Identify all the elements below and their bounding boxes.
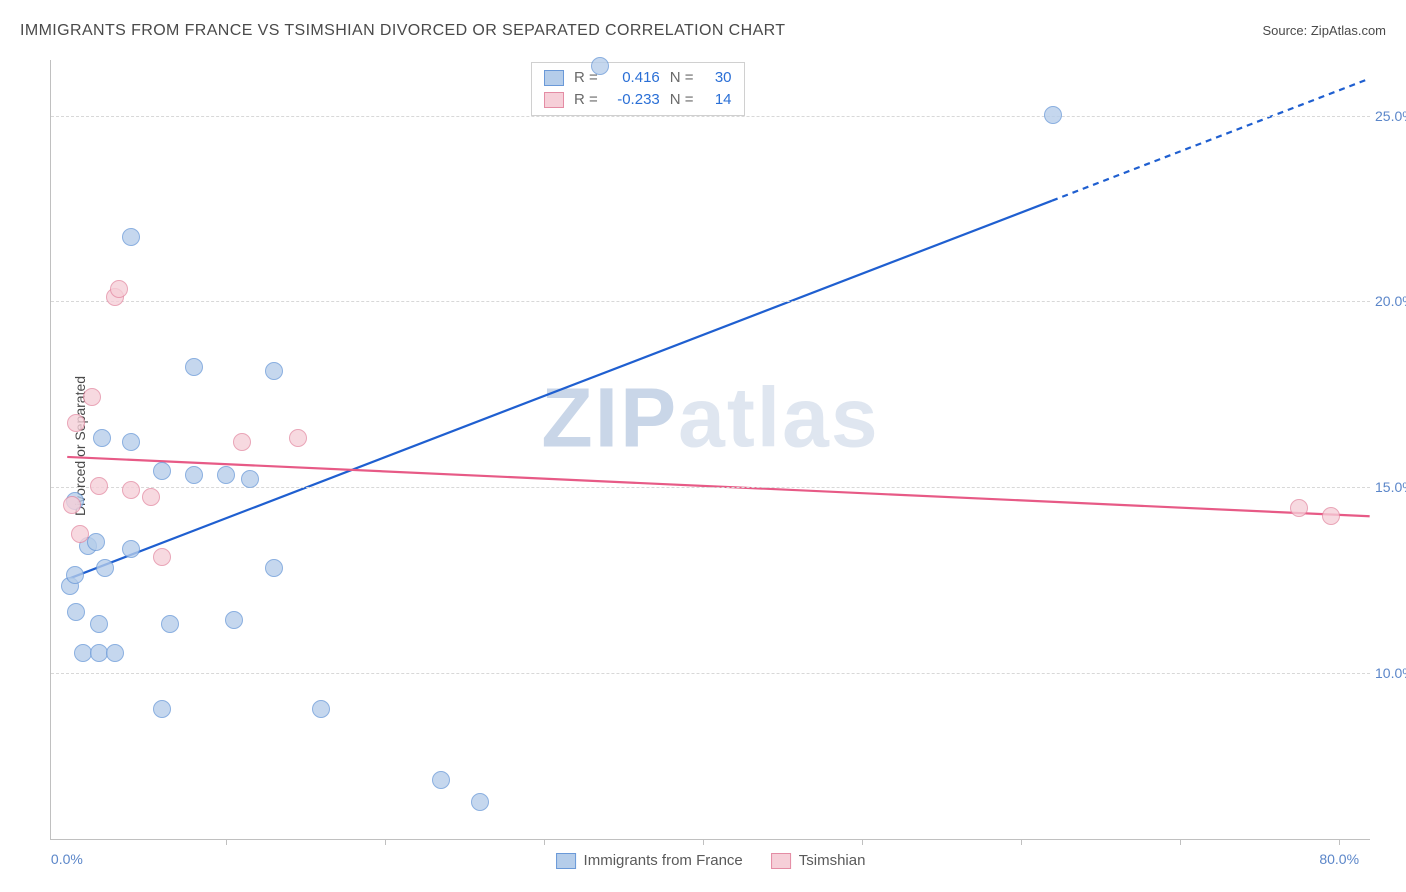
data-point-blue	[312, 700, 330, 718]
data-point-blue	[153, 462, 171, 480]
data-point-blue	[87, 533, 105, 551]
data-point-blue	[432, 771, 450, 789]
data-point-blue	[591, 57, 609, 75]
swatch-pink-icon	[544, 92, 564, 108]
x-tick-label: 0.0%	[51, 851, 83, 867]
data-point-blue	[225, 611, 243, 629]
data-point-blue	[241, 470, 259, 488]
y-tick-label: 15.0%	[1375, 479, 1406, 495]
watermark: ZIPatlas	[541, 370, 879, 467]
legend-label-pink: Tsimshian	[799, 852, 866, 869]
y-tick-label: 20.0%	[1375, 293, 1406, 309]
legend-item-blue: Immigrants from France	[556, 852, 743, 869]
x-tick	[1339, 839, 1340, 845]
data-point-pink	[233, 433, 251, 451]
data-point-blue	[122, 540, 140, 558]
y-tick-label: 25.0%	[1375, 108, 1406, 124]
swatch-pink-icon	[771, 853, 791, 869]
data-point-blue	[265, 559, 283, 577]
x-tick	[862, 839, 863, 845]
data-point-pink	[289, 429, 307, 447]
swatch-blue-icon	[556, 853, 576, 869]
watermark-zip: ZIP	[541, 371, 678, 465]
data-point-blue	[185, 358, 203, 376]
data-point-blue	[217, 466, 235, 484]
data-point-pink	[142, 488, 160, 506]
data-point-pink	[153, 548, 171, 566]
data-point-blue	[185, 466, 203, 484]
x-tick	[226, 839, 227, 845]
data-point-blue	[122, 433, 140, 451]
gridline	[51, 301, 1370, 302]
legend-item-pink: Tsimshian	[771, 852, 866, 869]
gridline	[51, 673, 1370, 674]
data-point-pink	[71, 525, 89, 543]
data-point-pink	[63, 496, 81, 514]
data-point-blue	[66, 566, 84, 584]
data-point-blue	[265, 362, 283, 380]
chart-title: IMMIGRANTS FROM FRANCE VS TSIMSHIAN DIVO…	[20, 22, 785, 40]
data-point-pink	[67, 414, 85, 432]
data-point-blue	[93, 429, 111, 447]
data-point-blue	[153, 700, 171, 718]
x-tick-label: 80.0%	[1319, 851, 1359, 867]
data-point-blue	[90, 615, 108, 633]
data-point-blue	[96, 559, 114, 577]
n-value-blue: 30	[704, 67, 732, 89]
regression-lines	[51, 60, 1370, 839]
n-label: N =	[670, 67, 694, 89]
r-label: R =	[574, 89, 598, 111]
data-point-pink	[110, 280, 128, 298]
gridline	[51, 116, 1370, 117]
legend-correlation: R = 0.416 N = 30 R = -0.233 N = 14	[531, 62, 745, 116]
r-value-pink: -0.233	[608, 89, 660, 111]
data-point-pink	[122, 481, 140, 499]
data-point-blue	[1044, 106, 1062, 124]
legend-row-pink: R = -0.233 N = 14	[544, 89, 732, 111]
swatch-blue-icon	[544, 70, 564, 86]
x-tick	[1180, 839, 1181, 845]
data-point-pink	[1290, 499, 1308, 517]
data-point-blue	[161, 615, 179, 633]
y-tick-label: 10.0%	[1375, 665, 1406, 681]
data-point-blue	[106, 644, 124, 662]
legend-series: Immigrants from France Tsimshian	[556, 852, 866, 869]
n-value-pink: 14	[704, 89, 732, 111]
watermark-atlas: atlas	[678, 371, 879, 465]
x-tick	[1021, 839, 1022, 845]
data-point-pink	[1322, 507, 1340, 525]
x-tick	[385, 839, 386, 845]
data-point-blue	[67, 603, 85, 621]
source-label: Source: ZipAtlas.com	[1262, 23, 1386, 38]
x-tick	[703, 839, 704, 845]
data-point-pink	[90, 477, 108, 495]
data-point-blue	[471, 793, 489, 811]
data-point-blue	[122, 228, 140, 246]
r-value-blue: 0.416	[608, 67, 660, 89]
n-label: N =	[670, 89, 694, 111]
plot-area: ZIPatlas R = 0.416 N = 30 R = -0.233 N =…	[50, 60, 1370, 840]
legend-row-blue: R = 0.416 N = 30	[544, 67, 732, 89]
x-tick	[544, 839, 545, 845]
data-point-pink	[83, 388, 101, 406]
legend-label-blue: Immigrants from France	[584, 852, 743, 869]
